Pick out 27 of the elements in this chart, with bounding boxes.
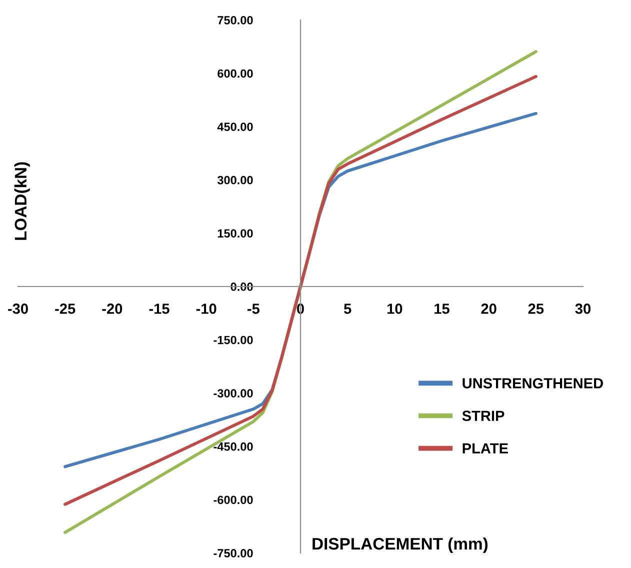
y-tick-label: -150.00 xyxy=(214,336,253,344)
x-tick-label: 30 xyxy=(575,304,591,314)
x-tick-label: 10 xyxy=(387,304,402,314)
x-tick-label: 25 xyxy=(528,304,544,314)
y-tick-label: 150.00 xyxy=(218,229,253,238)
x-tick-label: 15 xyxy=(434,304,450,314)
x-axis-title: DISPLACEMENT (mm) xyxy=(312,537,488,553)
x-tick-label: -25 xyxy=(55,304,76,314)
x-tick-label: -15 xyxy=(149,304,170,314)
y-axis-title: LOAD(kN) xyxy=(14,162,30,240)
y-tick-label: -750.00 xyxy=(214,549,253,558)
x-tick-label: -5 xyxy=(248,304,260,314)
y-tick-label: -300.00 xyxy=(214,389,253,398)
x-tick-label: 20 xyxy=(481,304,496,314)
x-tick-label: -30 xyxy=(8,304,28,314)
legend-label: UNSTRENGTHENED xyxy=(462,378,603,388)
x-tick-label: -20 xyxy=(102,304,122,314)
y-tick-label: 450.00 xyxy=(217,122,253,131)
x-tick-label: 5 xyxy=(344,304,352,314)
x-tick-label: -10 xyxy=(196,304,216,314)
legend-label: STRIP xyxy=(462,410,504,421)
y-tick-label: 750.00 xyxy=(218,16,253,24)
legend-label: PLATE xyxy=(462,443,508,454)
y-tick-label: -600.00 xyxy=(214,496,253,504)
y-tick-label: -450.00 xyxy=(214,442,253,451)
y-tick-label: 600.00 xyxy=(218,69,253,78)
y-tick-label: 300.00 xyxy=(217,176,253,184)
